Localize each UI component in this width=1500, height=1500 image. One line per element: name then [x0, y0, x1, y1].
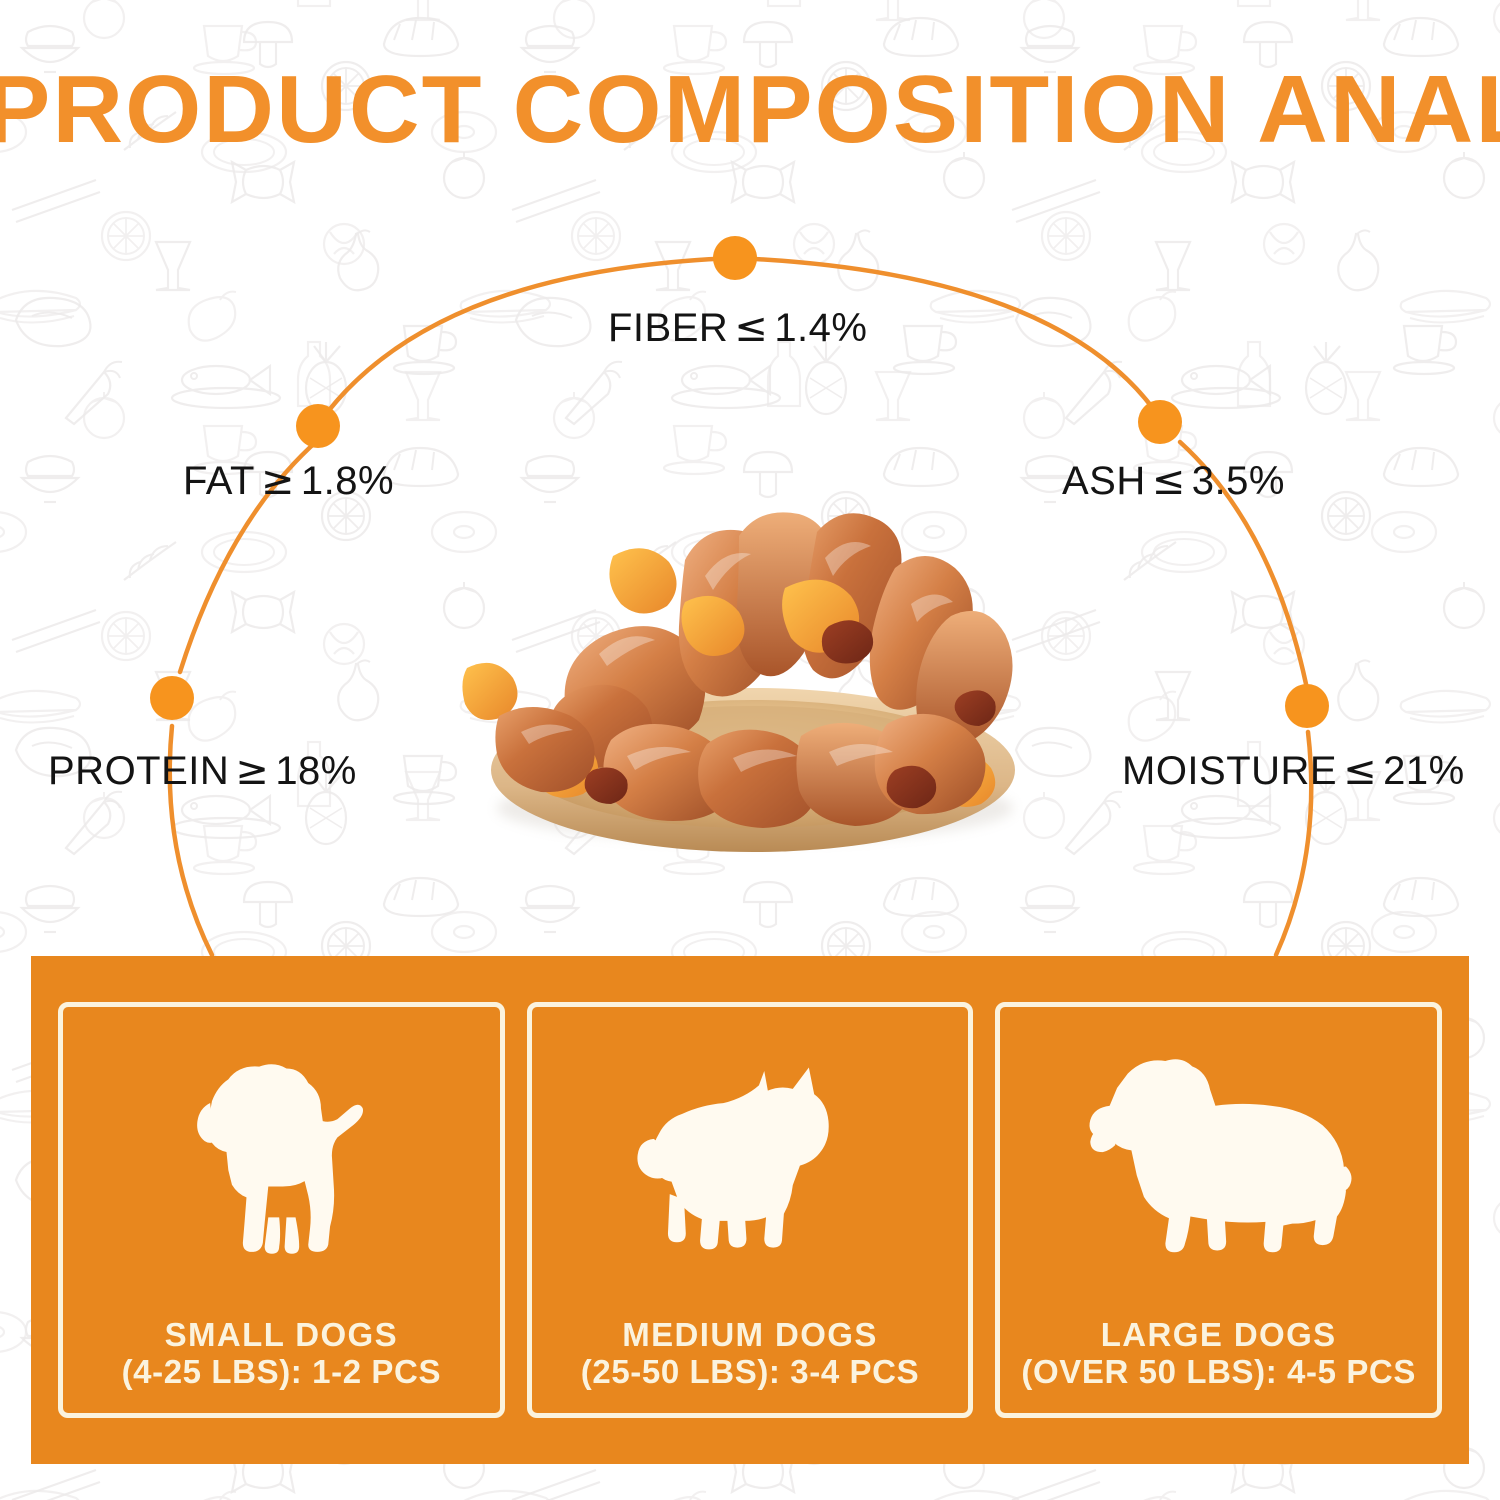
- nutrient-symbol-ash: ≤: [1151, 458, 1186, 504]
- nutrient-label-ash: ASH ≤3.5%: [1062, 458, 1285, 504]
- dried-bit: [821, 620, 874, 664]
- sweet-potato-piece: [681, 595, 745, 656]
- small-dog-icon: [63, 1007, 500, 1317]
- page-title: PRODUCT COMPOSITION ANALYSIS: [0, 56, 1500, 163]
- feeding-card-title: MEDIUM DOGS: [622, 1316, 878, 1354]
- feeding-card-detail: (OVER 50 LBS): 4-5 PCS: [1021, 1353, 1416, 1391]
- nutrient-name-ash: ASH: [1062, 459, 1146, 503]
- dried-bit: [584, 767, 628, 804]
- fat-dot: [296, 404, 340, 448]
- nutrient-label-protein: PROTEIN ≥18%: [48, 748, 357, 794]
- nutrient-name-fiber: FIBER: [608, 306, 729, 350]
- product-photo: [462, 512, 1015, 852]
- nutrient-value-protein: 18%: [275, 749, 357, 793]
- nutrient-label-moisture: MOISTURE ≤21%: [1122, 748, 1465, 794]
- nutrient-label-fiber: FIBER ≤1.4%: [608, 305, 867, 351]
- nutrient-value-fat: 1.8%: [300, 459, 395, 503]
- treat-pile: [462, 512, 1013, 828]
- nutrient-name-protein: PROTEIN: [48, 749, 230, 793]
- nutrient-name-moisture: MOISTURE: [1122, 749, 1338, 793]
- nutrient-value-ash: 3.5%: [1191, 459, 1285, 503]
- protein-dot: [150, 676, 194, 720]
- nutrient-symbol-fat: ≥: [260, 458, 295, 504]
- nutrient-name-fat: FAT: [183, 459, 255, 503]
- ash-dot: [1138, 400, 1182, 444]
- dried-bit: [886, 765, 937, 809]
- dried-bit: [954, 690, 996, 726]
- feeding-card-title: LARGE DOGS: [1100, 1316, 1337, 1354]
- sweet-potato-piece: [462, 662, 518, 720]
- nutrient-label-fat: FAT ≥1.8%: [183, 458, 394, 504]
- large-dog-icon: [1000, 1007, 1437, 1317]
- fiber-dot: [713, 236, 757, 280]
- feeding-card-medium-dogs[interactable]: MEDIUM DOGS (25-50 LBS): 3-4 PCS: [526, 1002, 974, 1418]
- nutrient-symbol-moisture: ≤: [1343, 748, 1378, 794]
- feeding-card-small-dogs[interactable]: SMALL DOGS (4-25 LBS): 1-2 PCS: [58, 1002, 505, 1418]
- moisture-dot: [1285, 684, 1329, 728]
- nutrient-value-moisture: 21%: [1383, 749, 1465, 793]
- feeding-card-large-dogs[interactable]: LARGE DOGS (OVER 50 LBS): 4-5 PCS: [995, 1002, 1443, 1418]
- nutrient-value-fiber: 1.4%: [774, 306, 868, 350]
- feeding-card-detail: (4-25 LBS): 1-2 PCS: [121, 1353, 442, 1391]
- nutrient-symbol-protein: ≥: [235, 748, 270, 794]
- sweet-potato-piece: [609, 548, 677, 614]
- feeding-card-detail: (25-50 LBS): 3-4 PCS: [580, 1353, 920, 1391]
- feeding-guide-panel: SMALL DOGS (4-25 LBS): 1-2 PCS MEDIUM DO…: [31, 956, 1469, 1464]
- feeding-card-title: SMALL DOGS: [164, 1316, 399, 1354]
- nutrient-symbol-fiber: ≤: [734, 305, 769, 351]
- medium-dog-icon: [532, 1007, 969, 1317]
